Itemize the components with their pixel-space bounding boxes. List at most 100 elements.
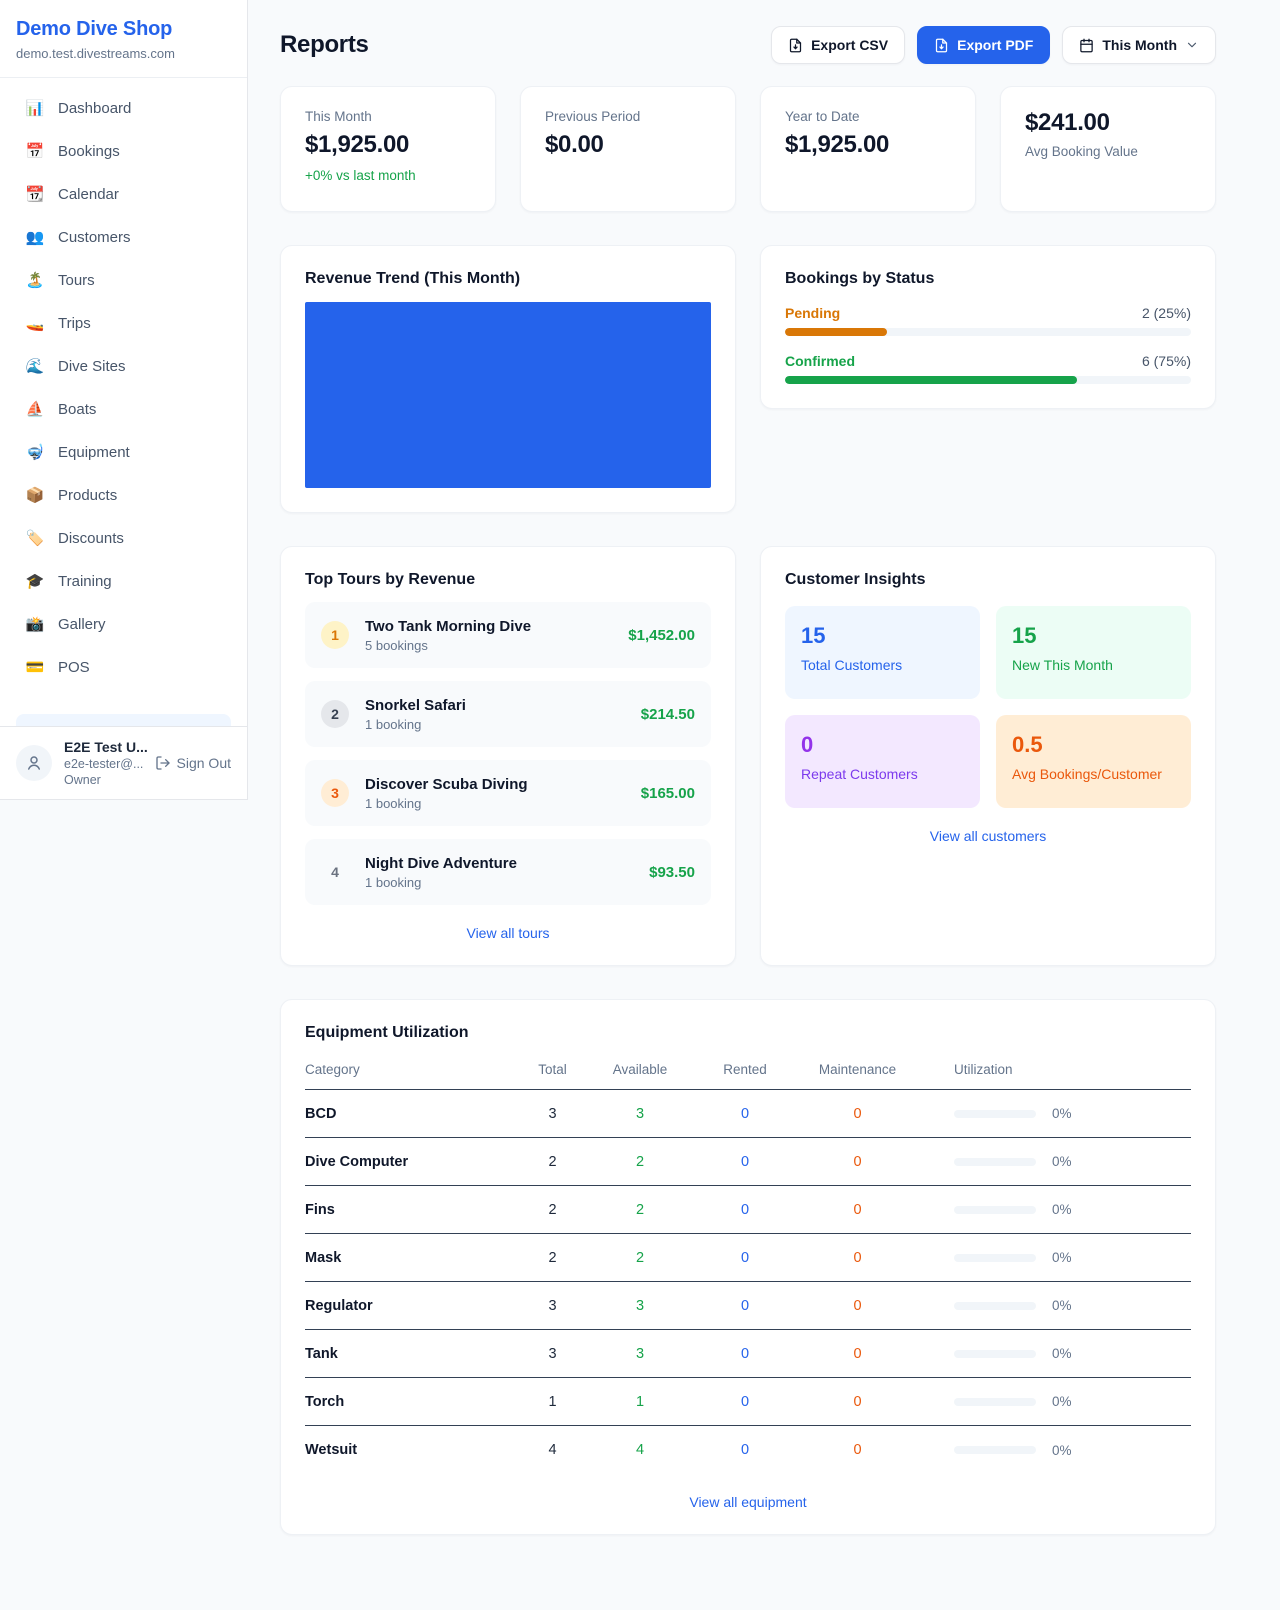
- utilization-bar: [954, 1349, 1036, 1358]
- cell-rented: 0: [740, 1105, 750, 1122]
- status-progress-track: [785, 328, 1191, 336]
- sidebar-item-discounts[interactable]: 🏷️ Discounts: [16, 520, 231, 556]
- cell-rented: 0: [740, 1297, 750, 1314]
- column-header-maintenance: Maintenance: [818, 1062, 897, 1077]
- customer-insights-title: Customer Insights: [785, 571, 926, 588]
- cell-total: 2: [548, 1201, 557, 1218]
- cell-maintenance: 0: [853, 1442, 862, 1458]
- column-header-rented: Rented: [723, 1062, 767, 1077]
- view-all-tours-link[interactable]: View all tours: [466, 925, 550, 941]
- column-header-total: Total: [538, 1062, 567, 1077]
- sidebar-item-reports-partial[interactable]: [16, 714, 231, 726]
- cell-maintenance: 0: [853, 1105, 862, 1122]
- tour-bookings: 1 booking: [365, 795, 422, 811]
- equipment-utilization-card: Equipment Utilization Category Total Ava…: [280, 999, 1216, 1535]
- column-header-utilization: Utilization: [954, 1062, 1013, 1077]
- utilization-percent: 0%: [1052, 1154, 1072, 1169]
- cell-available: 2: [635, 1201, 645, 1218]
- period-label: This Month: [1102, 37, 1177, 53]
- export-csv-button[interactable]: Export CSV: [771, 26, 906, 64]
- sidebar-item-label: Customers: [58, 228, 131, 246]
- cell-utilization: 0%: [920, 1443, 1191, 1458]
- tour-row: 3 Discover Scuba Diving 1 booking $165.0…: [305, 760, 711, 826]
- file-download-icon: [935, 38, 948, 52]
- sidebar-item-products[interactable]: 📦 Products: [16, 477, 231, 513]
- cell-utilization: 0%: [920, 1202, 1191, 1217]
- logout-icon: [155, 756, 170, 770]
- view-all-equipment-link[interactable]: View all equipment: [689, 1494, 807, 1510]
- sign-out-button[interactable]: Sign Out: [155, 755, 231, 771]
- avatar: [16, 745, 52, 781]
- cell-category: Wetsuit: [305, 1442, 358, 1458]
- sidebar-item-label: Bookings: [58, 142, 120, 160]
- sidebar-item-dashboard[interactable]: 📊 Dashboard: [16, 90, 231, 126]
- sidebar-item-label: Gallery: [58, 615, 106, 633]
- sidebar-item-gallery[interactable]: 📸 Gallery: [16, 606, 231, 642]
- sidebar-item-label: Dive Sites: [58, 357, 126, 375]
- tour-row: 1 Two Tank Morning Dive 5 bookings $1,45…: [305, 602, 711, 668]
- sidebar-item-boats[interactable]: ⛵ Boats: [16, 391, 231, 427]
- sidebar-item-label: POS: [58, 658, 90, 676]
- file-download-icon: [789, 38, 802, 52]
- cell-available: 2: [635, 1153, 645, 1170]
- sidebar-item-label: Training: [58, 572, 112, 590]
- table-header: Category Total Available Rented Maintena…: [305, 1062, 1191, 1090]
- utilization-bar: [954, 1205, 1036, 1214]
- cell-total: 3: [548, 1105, 557, 1122]
- bookings-by-status-title: Bookings by Status: [785, 270, 935, 287]
- tile-repeat-customers: 0 Repeat Customers: [785, 715, 980, 808]
- table-row: Dive Computer 2 2 0 0 0%: [305, 1138, 1191, 1186]
- sidebar-item-equipment[interactable]: 🤿 Equipment: [16, 434, 231, 470]
- revenue-trend-chart: [305, 302, 711, 488]
- sidebar-item-customers[interactable]: 👥 Customers: [16, 219, 231, 255]
- view-all-customers-link[interactable]: View all customers: [929, 828, 1047, 844]
- table-row: Torch 1 1 0 0 0%: [305, 1378, 1191, 1426]
- sidebar-item-label: Products: [58, 486, 118, 504]
- utilization-bar: [954, 1301, 1036, 1310]
- cell-available: 3: [635, 1297, 645, 1314]
- cell-total: 3: [548, 1345, 557, 1362]
- status-progress-track: [785, 376, 1191, 384]
- utilization-percent: 0%: [1052, 1250, 1072, 1265]
- tile-label: New This Month: [1012, 657, 1113, 673]
- sidebar-item-label: Calendar: [58, 185, 119, 203]
- tour-revenue: $165.00: [640, 784, 695, 802]
- sidebar-item-trips[interactable]: 🚤 Trips: [16, 305, 231, 341]
- sidebar-item-calendar[interactable]: 📆 Calendar: [16, 176, 231, 212]
- rank-badge: 1: [321, 621, 349, 649]
- utilization-percent: 0%: [1052, 1202, 1072, 1217]
- cell-total: 1: [548, 1393, 557, 1410]
- sidebar-item-dive-sites[interactable]: 🌊 Dive Sites: [16, 348, 231, 384]
- cell-category: Torch: [305, 1393, 345, 1410]
- brand-block: Demo Dive Shop demo.test.divestreams.com: [0, 0, 247, 78]
- cell-available: 4: [635, 1442, 645, 1458]
- tour-bookings: 1 booking: [365, 716, 422, 732]
- rank-badge: 4: [331, 864, 339, 880]
- period-dropdown[interactable]: This Month: [1062, 26, 1216, 64]
- sidebar-item-training[interactable]: 🎓 Training: [16, 563, 231, 599]
- bookings-by-status-card: Bookings by Status Pending 2 (25%) Confi…: [760, 245, 1216, 409]
- sidebar-nav: 📊 Dashboard 📅 Bookings 📆 Calendar 👥 Cust…: [0, 78, 247, 726]
- cell-available: 3: [635, 1345, 645, 1362]
- page-title: Reports: [280, 31, 369, 58]
- cell-category: Fins: [305, 1201, 335, 1218]
- brand-title[interactable]: Demo Dive Shop: [16, 18, 173, 40]
- charts-row: Revenue Trend (This Month) Bookings by S…: [280, 245, 1216, 513]
- tag-icon: 🏷️: [25, 530, 45, 547]
- utilization-percent: 0%: [1052, 1298, 1072, 1313]
- page-header: Reports Export CSV Export PDF: [280, 26, 1216, 64]
- sidebar-item-tours[interactable]: 🏝️ Tours: [16, 262, 231, 298]
- table-row: Wetsuit 4 4 0 0 0%: [305, 1426, 1191, 1474]
- cell-utilization: 0%: [920, 1346, 1191, 1361]
- cell-maintenance: 0: [853, 1393, 862, 1410]
- sidebar-item-bookings[interactable]: 📅 Bookings: [16, 133, 231, 169]
- column-header-available: Available: [612, 1062, 668, 1077]
- equipment-utilization-title: Equipment Utilization: [305, 1024, 469, 1041]
- sidebar-item-pos[interactable]: 💳 POS: [16, 649, 231, 685]
- cell-maintenance: 0: [853, 1297, 862, 1314]
- tour-name: Snorkel Safari: [365, 696, 466, 714]
- export-pdf-button[interactable]: Export PDF: [917, 26, 1051, 64]
- speedboat-icon: 🚤: [25, 315, 45, 332]
- sidebar-item-label: Boats: [58, 400, 97, 418]
- user-role: Owner: [64, 773, 101, 787]
